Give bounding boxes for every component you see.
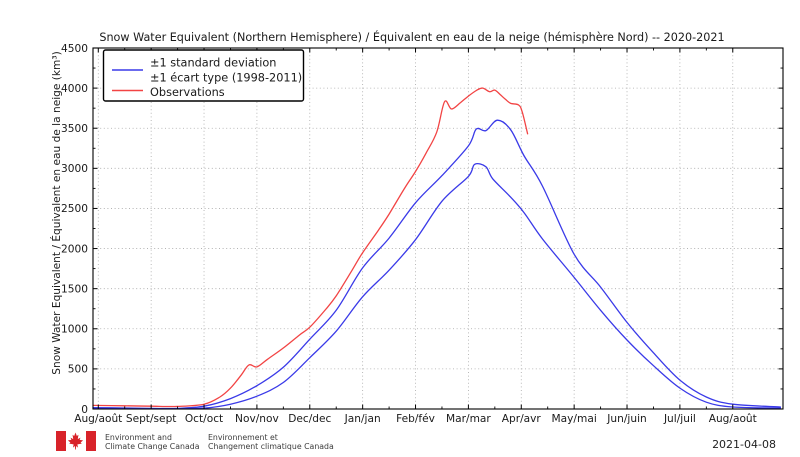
maple-leaf-icon bbox=[67, 432, 84, 450]
y-tick-label: 1000 bbox=[61, 324, 88, 336]
issue-date: 2021-04-08 bbox=[712, 438, 776, 451]
x-tick-label: Dec/dec bbox=[288, 413, 331, 425]
y-axis-label: Snow Water Equivalent / Équivalent en ea… bbox=[50, 51, 63, 375]
chart-title: Snow Water Equivalent (Northern Hemisphe… bbox=[99, 31, 724, 44]
y-tick-label: 3000 bbox=[61, 163, 88, 175]
dept-name-en-line2: Climate Change Canada bbox=[105, 442, 200, 451]
legend-std-label-line1: ±1 standard deviation bbox=[150, 57, 276, 70]
data-series bbox=[92, 87, 782, 410]
legend-observations-label: Observations bbox=[150, 86, 225, 99]
x-tick-label: Feb/fév bbox=[396, 413, 435, 425]
x-tick-label: Oct/oct bbox=[185, 413, 223, 425]
series-line-std-dev bbox=[92, 163, 782, 410]
x-tick-label: Apr/avr bbox=[502, 413, 542, 425]
x-tick-label: Sept/sept bbox=[126, 413, 177, 425]
flag-left-bar bbox=[56, 431, 66, 451]
y-tick-label: 3500 bbox=[61, 123, 88, 135]
x-tick-label: May/mai bbox=[552, 413, 597, 425]
series-line-observations bbox=[92, 87, 529, 408]
x-tick-label: Mar/mar bbox=[446, 413, 491, 425]
legend-std-label-line2: ±1 écart type (1998-2011) bbox=[150, 72, 302, 85]
y-tick-label: 0 bbox=[81, 404, 88, 416]
x-tick-label: Jul/juil bbox=[663, 413, 696, 425]
y-tick-label: 500 bbox=[68, 364, 88, 376]
x-tick-label: Aug/août bbox=[709, 413, 757, 425]
dept-name-en-line1: Environment and bbox=[105, 433, 172, 442]
legend-box bbox=[102, 49, 305, 102]
gridlines bbox=[93, 47, 783, 409]
series-line-std-dev bbox=[92, 119, 782, 410]
x-tick-label: Jun/juin bbox=[606, 413, 646, 425]
x-tick-label: Nov/nov bbox=[235, 413, 279, 425]
dept-name-fr-line2: Changement climatique Canada bbox=[208, 442, 334, 451]
flag-right-bar bbox=[86, 431, 96, 451]
y-tick-label: 2500 bbox=[61, 203, 88, 215]
y-tick-label: 4500 bbox=[61, 43, 88, 55]
legend: ±1 standard deviation ±1 écart type (199… bbox=[102, 49, 305, 102]
eccc-signature: Environment and Climate Change Canada En… bbox=[56, 431, 776, 451]
canada-flag-icon bbox=[56, 431, 96, 451]
x-tick-label: Jan/jan bbox=[344, 413, 381, 425]
x-tick-label: Aug/août bbox=[74, 413, 122, 425]
axis-tick-labels: Aug/août Sept/sept Oct/oct Nov/nov Dec/dec Ja… bbox=[61, 43, 757, 425]
y-tick-label: 2000 bbox=[61, 243, 88, 255]
dept-name-fr-line1: Environnement et bbox=[208, 433, 278, 442]
y-tick-label: 1500 bbox=[61, 283, 88, 295]
y-tick-label: 4000 bbox=[61, 83, 88, 95]
